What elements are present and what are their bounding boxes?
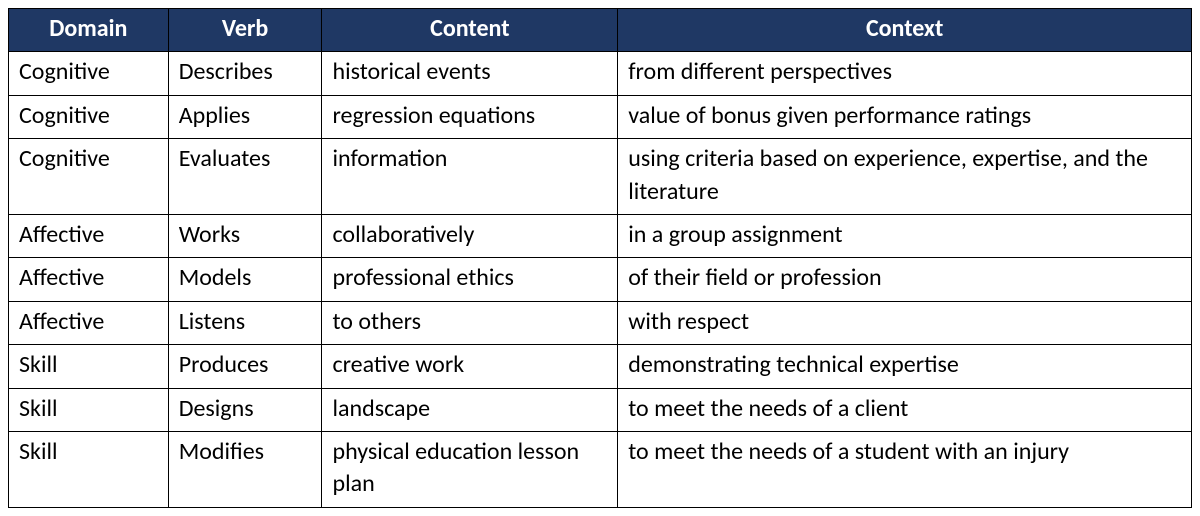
cell-content: regression equations (322, 95, 618, 138)
cell-content: physical education lesson plan (322, 431, 618, 507)
cell-context: to meet the needs of a client (618, 388, 1192, 431)
cell-domain: Skill (9, 388, 169, 431)
cell-verb: Produces (168, 345, 322, 388)
cell-verb: Models (168, 258, 322, 301)
table-row: Affective Models professional ethics of … (9, 258, 1192, 301)
learning-objectives-table: Domain Verb Content Context Cognitive De… (8, 8, 1192, 508)
cell-verb: Listens (168, 301, 322, 344)
table-row: Skill Designs landscape to meet the need… (9, 388, 1192, 431)
cell-verb: Designs (168, 388, 322, 431)
cell-content: collaboratively (322, 214, 618, 257)
table-row: Cognitive Describes historical events fr… (9, 52, 1192, 95)
table-body: Cognitive Describes historical events fr… (9, 52, 1192, 507)
cell-verb: Modifies (168, 431, 322, 507)
cell-domain: Affective (9, 258, 169, 301)
cell-content: professional ethics (322, 258, 618, 301)
cell-context: in a group assignment (618, 214, 1192, 257)
cell-context: from different perspectives (618, 52, 1192, 95)
cell-domain: Affective (9, 214, 169, 257)
table-row: Skill Produces creative work demonstrati… (9, 345, 1192, 388)
cell-context: with respect (618, 301, 1192, 344)
table-row: Affective Works collaboratively in a gro… (9, 214, 1192, 257)
cell-domain: Cognitive (9, 139, 169, 215)
table-row: Cognitive Applies regression equations v… (9, 95, 1192, 138)
cell-domain: Cognitive (9, 52, 169, 95)
cell-verb: Applies (168, 95, 322, 138)
cell-domain: Skill (9, 345, 169, 388)
col-header-domain: Domain (9, 9, 169, 52)
cell-content: landscape (322, 388, 618, 431)
table-header: Domain Verb Content Context (9, 9, 1192, 52)
header-row: Domain Verb Content Context (9, 9, 1192, 52)
cell-verb: Works (168, 214, 322, 257)
col-header-verb: Verb (168, 9, 322, 52)
cell-verb: Evaluates (168, 139, 322, 215)
cell-context: of their field or profession (618, 258, 1192, 301)
cell-content: historical events (322, 52, 618, 95)
cell-domain: Cognitive (9, 95, 169, 138)
cell-context: demonstrating technical expertise (618, 345, 1192, 388)
cell-domain: Skill (9, 431, 169, 507)
cell-context: value of bonus given performance ratings (618, 95, 1192, 138)
cell-verb: Describes (168, 52, 322, 95)
table-row: Cognitive Evaluates information using cr… (9, 139, 1192, 215)
cell-content: to others (322, 301, 618, 344)
col-header-content: Content (322, 9, 618, 52)
cell-context: to meet the needs of a student with an i… (618, 431, 1192, 507)
cell-context: using criteria based on experience, expe… (618, 139, 1192, 215)
cell-content: information (322, 139, 618, 215)
cell-content: creative work (322, 345, 618, 388)
col-header-context: Context (618, 9, 1192, 52)
table-row: Affective Listens to others with respect (9, 301, 1192, 344)
table-row: Skill Modifies physical education lesson… (9, 431, 1192, 507)
cell-domain: Affective (9, 301, 169, 344)
